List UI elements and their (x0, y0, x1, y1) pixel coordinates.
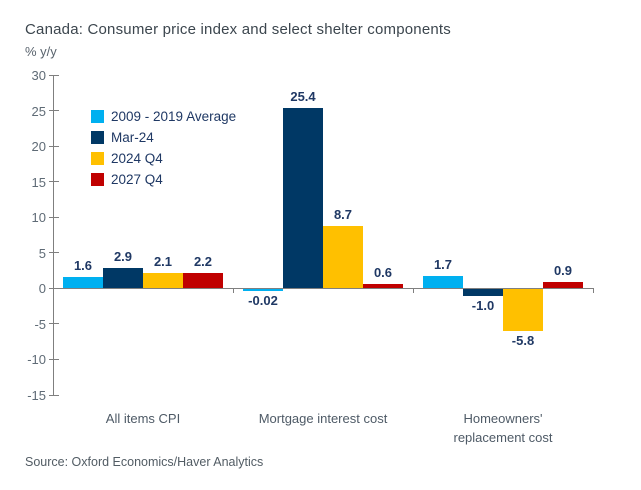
bar (363, 284, 403, 289)
bar-value-label: 1.6 (73, 257, 93, 273)
x-category-label: Mortgage interest cost (258, 411, 388, 426)
x-axis-baseline (53, 288, 593, 290)
bar-value-label: -5.8 (511, 332, 535, 348)
y-tick-label: 0 (38, 281, 46, 297)
bar-value-label: 0.6 (373, 265, 393, 281)
y-tick (49, 252, 59, 254)
x-tick (233, 288, 234, 294)
bar (543, 281, 583, 289)
bar (323, 226, 363, 289)
legend-swatch (91, 173, 104, 186)
x-tick (413, 288, 414, 294)
plot-area: 2009 - 2019 Average Mar-24 2024 Q4 2027 … (27, 68, 594, 445)
y-tick-label: 5 (38, 245, 46, 261)
bar-value-label: -0.02 (248, 293, 278, 309)
y-tick-label: 30 (31, 68, 46, 83)
legend-label: 2027 Q4 (111, 172, 163, 187)
y-tick (49, 287, 59, 289)
bar (283, 107, 323, 289)
legend-swatch (91, 131, 104, 144)
y-tick (49, 74, 59, 76)
bar (103, 267, 143, 289)
legend-swatch (91, 152, 104, 165)
x-category-label: Homeowners' replacement cost (453, 411, 553, 445)
bar-value-label: 1.7 (433, 257, 453, 273)
bar-value-label: 25.4 (290, 88, 316, 104)
source-attribution: Source: Oxford Economics/Haver Analytics (25, 455, 264, 469)
legend-label: Mar-24 (111, 130, 154, 145)
y-tick-label: -15 (27, 388, 46, 403)
y-tick (49, 394, 59, 396)
bar (503, 289, 543, 331)
legend-item: Mar-24 (91, 127, 236, 148)
bar (423, 276, 463, 289)
x-category-label: All items CPI (105, 411, 181, 426)
y-tick (49, 110, 59, 112)
legend-item: 2024 Q4 (91, 148, 236, 169)
y-tick (49, 181, 59, 183)
y-tick-label: 20 (31, 139, 46, 155)
y-tick (49, 323, 59, 325)
x-tick (593, 288, 594, 294)
bar (63, 276, 103, 289)
bar (463, 289, 503, 297)
bar (143, 273, 183, 289)
y-tick-label: 15 (31, 174, 46, 190)
y-tick (49, 216, 59, 218)
legend: 2009 - 2019 Average Mar-24 2024 Q4 2027 … (91, 106, 236, 190)
bar-value-label: -1.0 (471, 298, 495, 314)
y-axis-line (53, 75, 54, 395)
y-tick-label: -5 (34, 316, 46, 332)
bar-value-label: 0.9 (553, 262, 573, 278)
legend-item: 2027 Q4 (91, 169, 236, 190)
legend-label: 2024 Q4 (111, 151, 163, 166)
legend-label: 2009 - 2019 Average (111, 109, 237, 124)
y-axis-units-label: % y/y (25, 44, 57, 59)
bar-value-label: 2.2 (193, 253, 213, 269)
bar-value-label: 2.1 (153, 254, 173, 270)
bar (183, 272, 223, 289)
bar (243, 289, 283, 292)
y-tick (49, 358, 59, 360)
bar-value-label: 2.9 (113, 248, 133, 264)
y-tick-label: -10 (27, 352, 46, 368)
bar-value-label: 8.7 (333, 207, 353, 223)
chart-title: Canada: Consumer price index and select … (25, 21, 451, 38)
y-tick-label: 25 (31, 103, 46, 119)
legend-swatch (91, 110, 104, 123)
y-tick-label: 10 (31, 210, 46, 226)
y-tick (49, 145, 59, 147)
legend-item: 2009 - 2019 Average (91, 106, 236, 127)
